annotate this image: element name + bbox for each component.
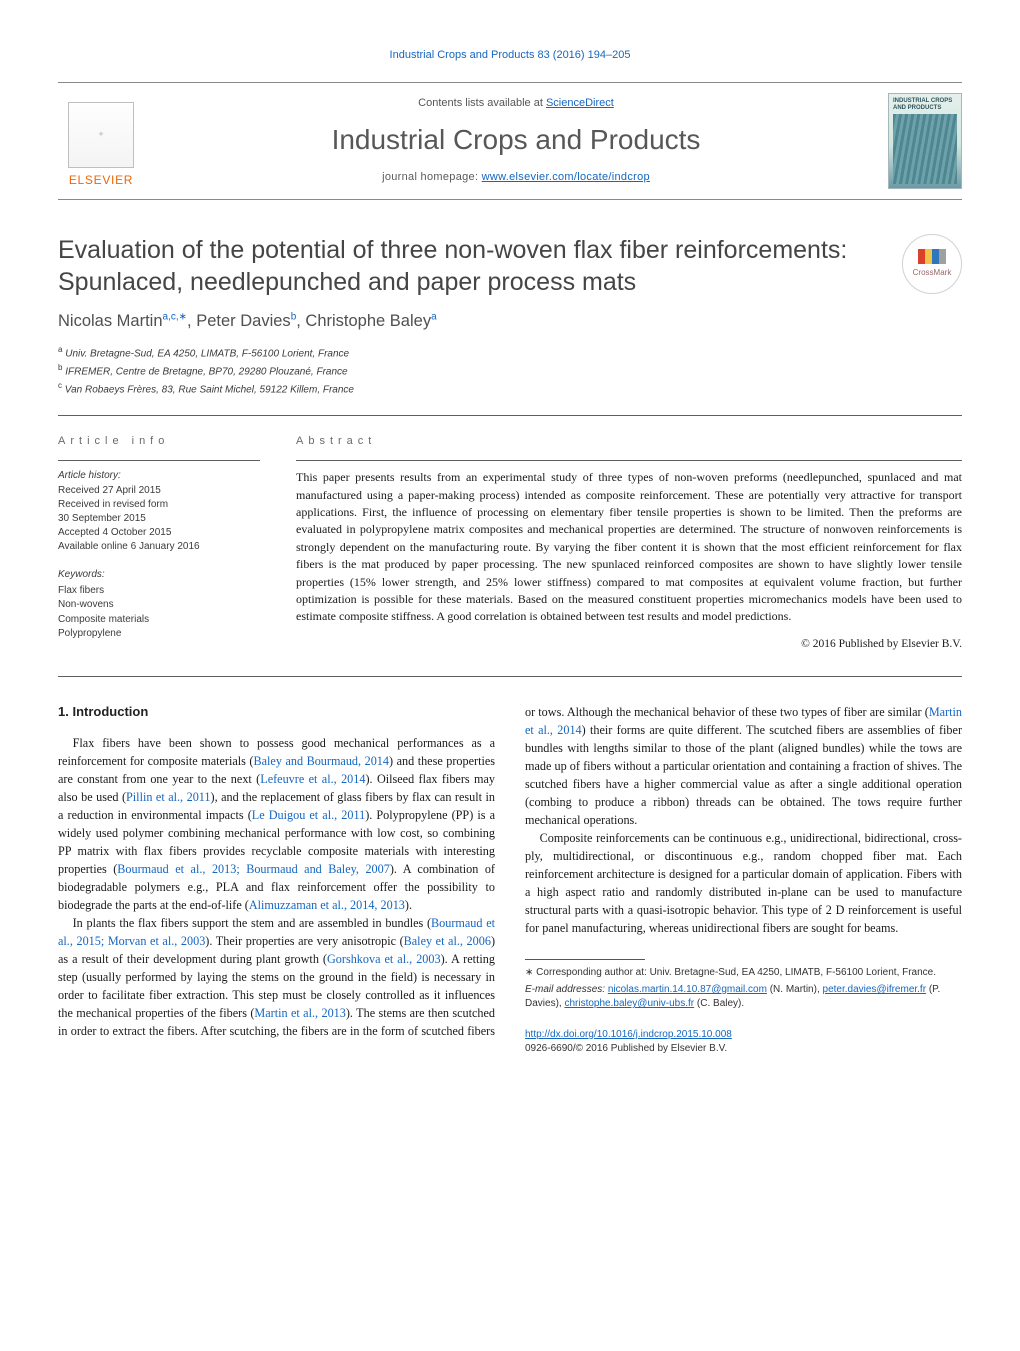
journal-masthead: ✦ ELSEVIER Contents lists available at S… <box>58 82 962 200</box>
author-affil-sup: a <box>431 311 437 322</box>
citation-link[interactable]: Gorshkova et al., 2003 <box>327 952 441 966</box>
elsevier-tree-icon: ✦ <box>68 102 134 168</box>
star-icon: ∗ <box>525 967 536 978</box>
article-info-head: article info <box>58 434 260 450</box>
keyword: Composite materials <box>58 613 260 628</box>
email-link[interactable]: nicolas.martin.14.10.87@gmail.com <box>608 984 767 995</box>
crossmark-icon <box>918 249 946 264</box>
email-label: E-mail addresses: <box>525 984 608 995</box>
body-two-column: 1. Introduction Flax fibers have been sh… <box>58 703 962 1057</box>
keyword: Non-wovens <box>58 598 260 613</box>
divider <box>58 460 260 461</box>
abstract-head: abstract <box>296 434 962 450</box>
history-item: Available online 6 January 2016 <box>58 540 260 554</box>
citation-link[interactable]: Bourmaud et al., 2013; Bourmaud and Bale… <box>117 862 390 876</box>
citation-link[interactable]: Alimuzzaman et al., 2014, 2013 <box>249 898 405 912</box>
journal-homepage-line: journal homepage: www.elsevier.com/locat… <box>162 170 870 186</box>
cover-thumb-title: INDUSTRIAL CROPS AND PRODUCTS <box>893 98 957 111</box>
history-item: Received 27 April 2015 <box>58 484 260 498</box>
divider <box>58 676 962 677</box>
keyword: Polypropylene <box>58 627 260 642</box>
history-item: 30 September 2015 <box>58 512 260 526</box>
author-name: Nicolas Martin <box>58 312 163 330</box>
email-link[interactable]: christophe.baley@univ-ubs.fr <box>564 998 694 1009</box>
keyword: Flax fibers <box>58 584 260 599</box>
cover-art-icon <box>893 114 957 184</box>
affiliation: c Van Robaeys Frères, 83, Rue Saint Mich… <box>58 380 962 398</box>
journal-cover-thumb: INDUSTRIAL CROPS AND PRODUCTS <box>888 93 962 189</box>
author-line: Nicolas Martina,c,∗, Peter Daviesb, Chri… <box>58 310 962 334</box>
citation-link[interactable]: Le Duigou et al., 2011 <box>252 808 365 822</box>
contents-line: Contents lists available at ScienceDirec… <box>162 96 870 112</box>
section-heading: 1. Introduction <box>58 703 495 722</box>
abstract-column: abstract This paper presents results fro… <box>296 434 962 655</box>
article-info-column: article info Article history: Received 2… <box>58 434 260 655</box>
history-label: Article history: <box>58 469 260 483</box>
crossmark-badge[interactable]: CrossMark <box>902 234 962 294</box>
citation-link[interactable]: Lefeuvre et al., 2014 <box>260 772 365 786</box>
citation-link[interactable]: Baley and Bourmaud, 2014 <box>254 754 389 768</box>
history-item: Received in revised form <box>58 498 260 512</box>
keywords-label: Keywords: <box>58 568 260 583</box>
citation-link[interactable]: Baley et al., 2006 <box>404 934 491 948</box>
body-paragraph: Composite reinforcements can be continuo… <box>525 829 962 937</box>
affiliation: b IFREMER, Centre de Bretagne, BP70, 292… <box>58 362 962 380</box>
email-who: (C. Baley). <box>697 998 744 1009</box>
citation-link[interactable]: Pillin et al., 2011 <box>126 790 211 804</box>
corresponding-note: Corresponding author at: Univ. Bretagne-… <box>536 967 936 978</box>
paper-title: Evaluation of the potential of three non… <box>58 234 886 298</box>
author-affil-sup: b <box>291 311 297 322</box>
affiliation: a Univ. Bretagne-Sud, EA 4250, LIMATB, F… <box>58 344 962 362</box>
email-link[interactable]: peter.davies@ifremer.fr <box>823 984 927 995</box>
affiliations: a Univ. Bretagne-Sud, EA 4250, LIMATB, F… <box>58 344 962 397</box>
body-paragraph: Flax fibers have been shown to possess g… <box>58 734 495 914</box>
crossmark-label: CrossMark <box>913 267 952 279</box>
divider <box>296 460 962 461</box>
citation-link[interactable]: Martin et al., 2013 <box>254 1006 345 1020</box>
publisher-name: ELSEVIER <box>69 172 133 189</box>
journal-name: Industrial Crops and Products <box>162 120 870 161</box>
home-prefix: journal homepage: <box>382 171 482 183</box>
issn-line: 0926-6690/© 2016 Published by Elsevier B… <box>525 1043 727 1054</box>
sciencedirect-link[interactable]: ScienceDirect <box>546 97 614 109</box>
author-affil-sup: a,c,∗ <box>163 311 188 322</box>
author-name: Christophe Baley <box>305 312 431 330</box>
abstract-text: This paper presents results from an expe… <box>296 469 962 626</box>
contents-prefix: Contents lists available at <box>418 97 546 109</box>
author-name: Peter Davies <box>196 312 290 330</box>
running-head: Industrial Crops and Products 83 (2016) … <box>58 48 962 64</box>
elsevier-logo: ✦ ELSEVIER <box>58 93 144 189</box>
corresponding-author-footer: ∗ Corresponding author at: Univ. Bretagn… <box>525 959 962 1057</box>
journal-home-link[interactable]: www.elsevier.com/locate/indcrop <box>482 171 650 183</box>
copyright-line: © 2016 Published by Elsevier B.V. <box>296 636 962 653</box>
email-who: (N. Martin) <box>770 984 817 995</box>
history-item: Accepted 4 October 2015 <box>58 526 260 540</box>
doi-link[interactable]: http://dx.doi.org/10.1016/j.indcrop.2015… <box>525 1029 732 1040</box>
divider <box>525 959 645 960</box>
